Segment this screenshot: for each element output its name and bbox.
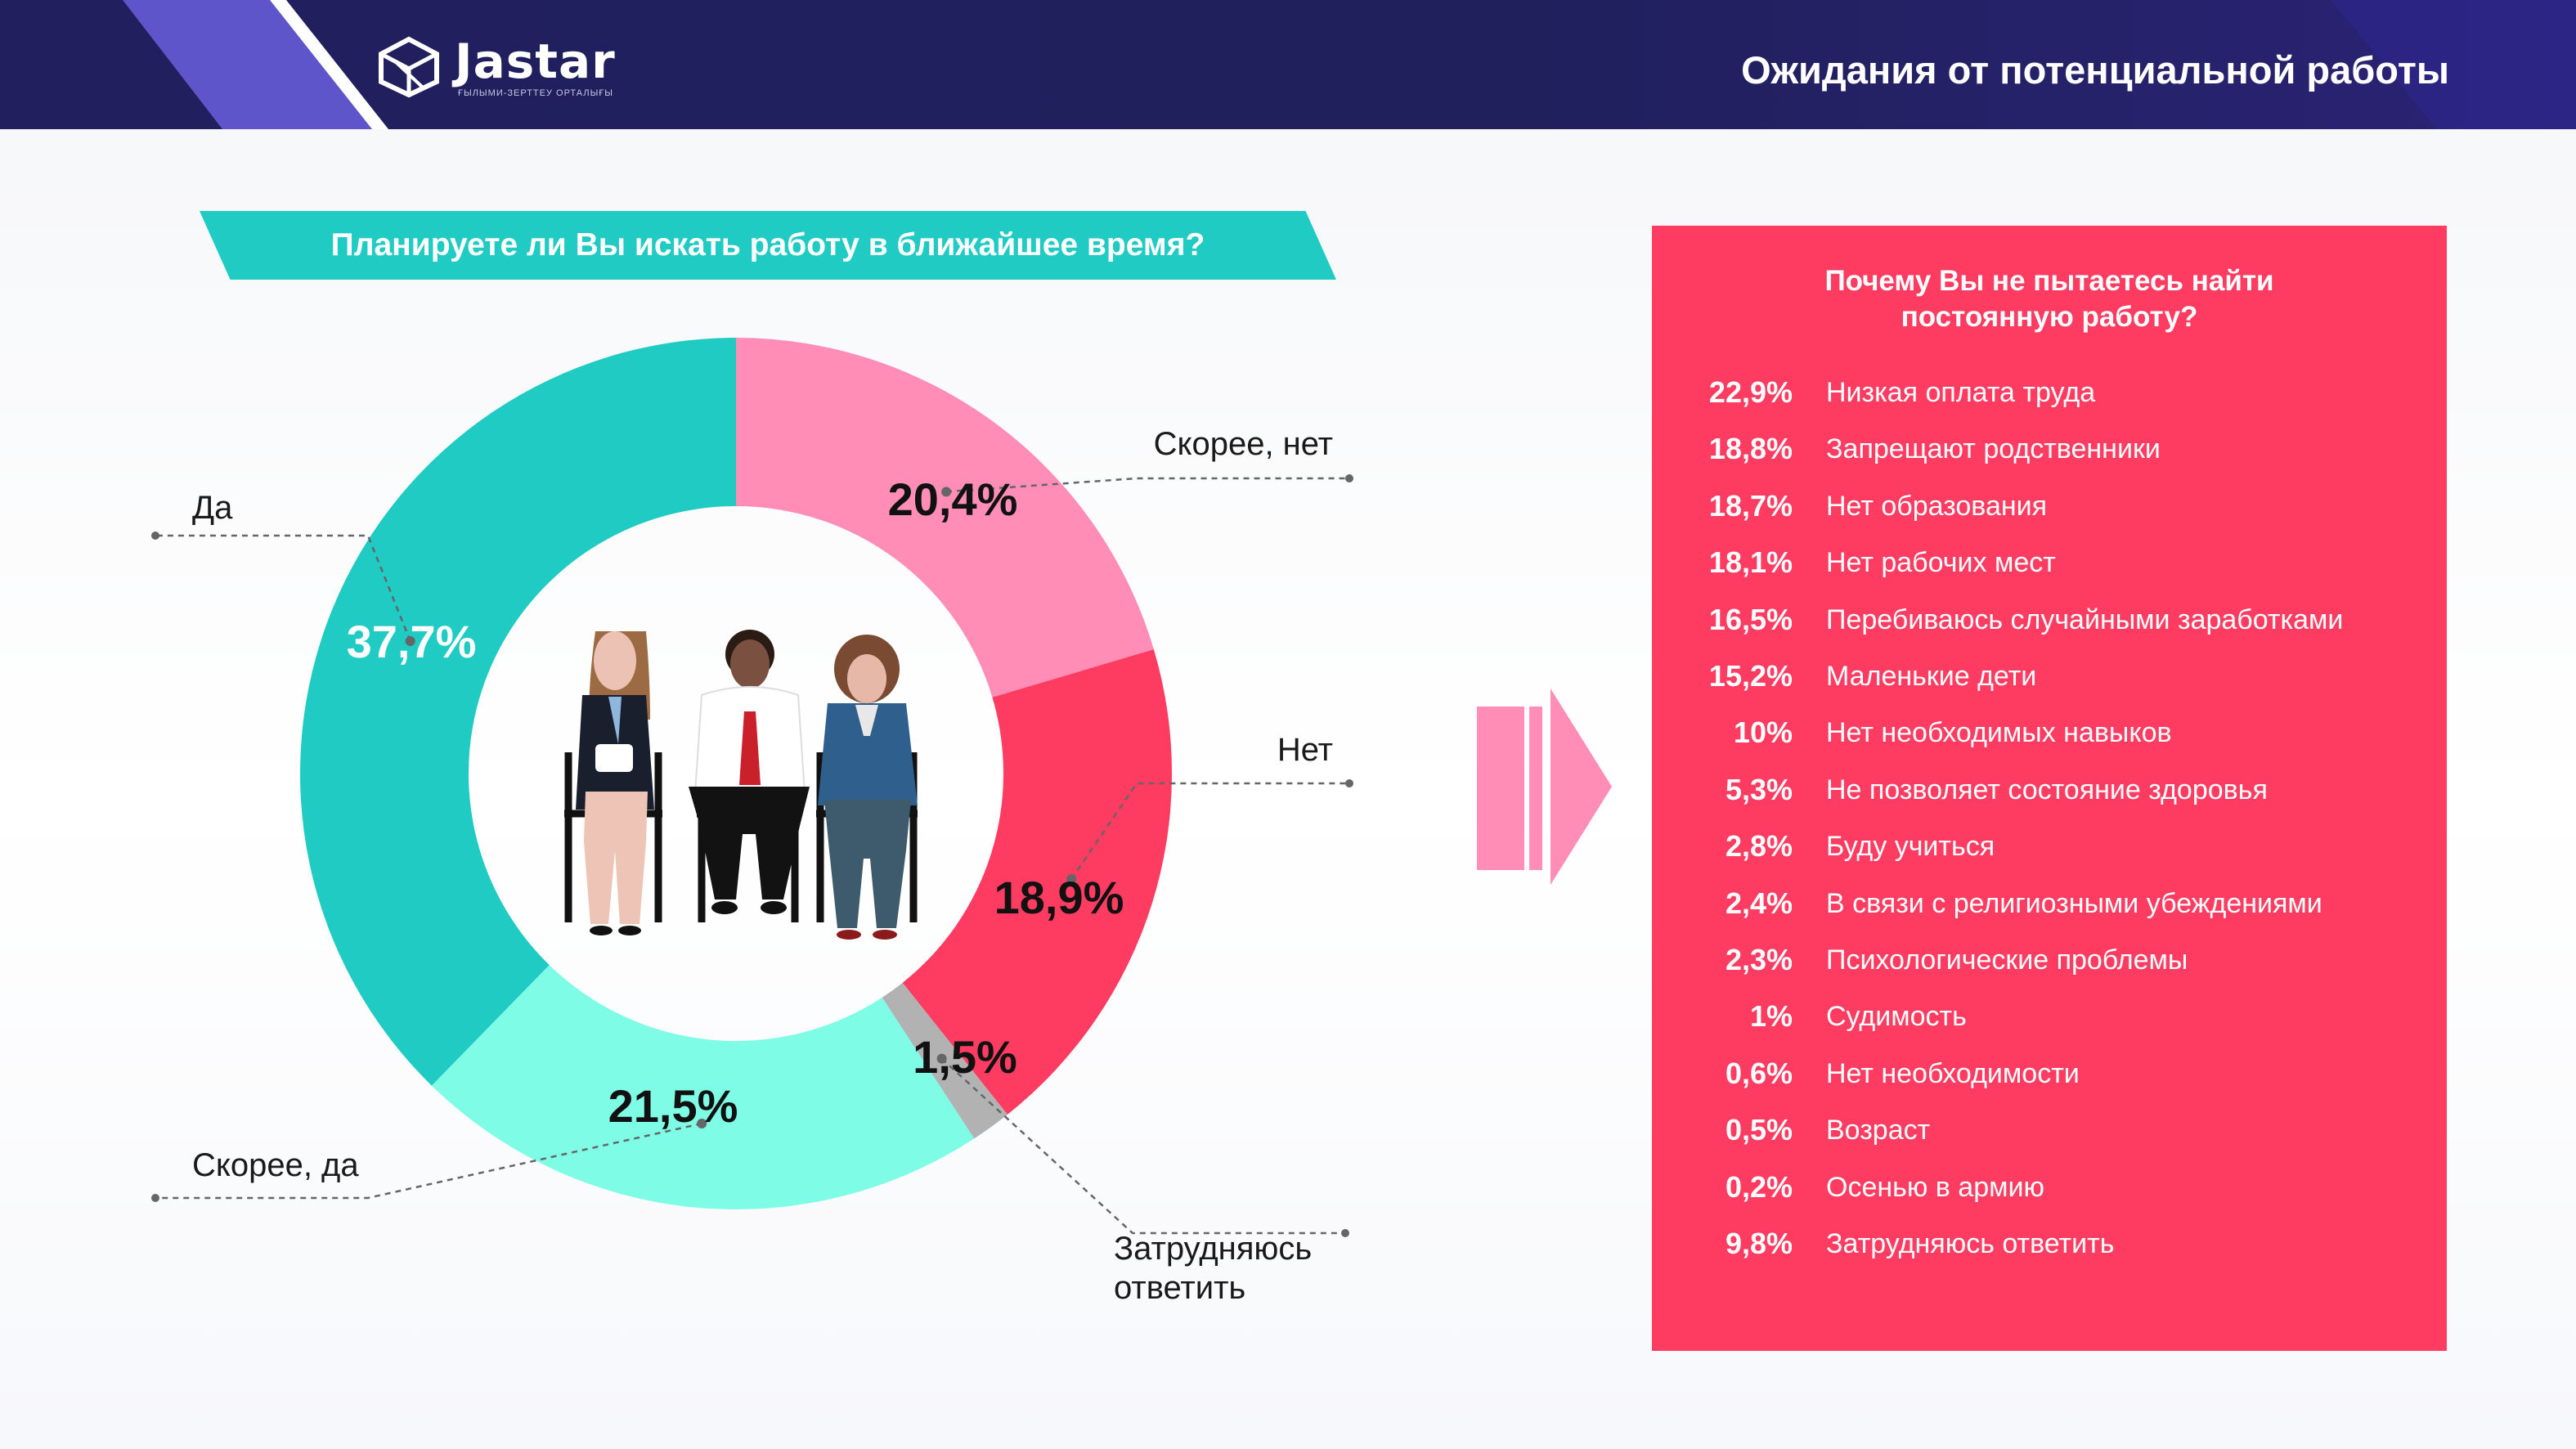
reason-label: Осенью в армию (1826, 1171, 2044, 1203)
seated-people-illustration (564, 630, 918, 940)
reason-value: 0,5% (1725, 1113, 1793, 1147)
question-banner (200, 211, 1336, 280)
header-bar: Jastar ҒЫЛЫМИ-ЗЕРТТЕУ ОРТАЛЫҒЫ Ожидания … (0, 0, 2576, 129)
donut-value-label: 1,5% (913, 1031, 1017, 1083)
reason-label: Буду учиться (1826, 831, 1995, 863)
reason-row: 18,7% Нет образования (1652, 478, 2447, 535)
reasons-title-line-2: постоянную работу? (1901, 301, 2198, 333)
reason-value: 18,8% (1708, 432, 1793, 466)
reason-value: 15,2% (1708, 659, 1793, 693)
reason-label: Нет необходимых навыков (1826, 717, 2172, 749)
leader-dot (697, 1118, 707, 1128)
donut-chart: 20,4% 18,9% 1,5% 21,5% 37,7% Скорее, нет Нет З… (151, 338, 1353, 1306)
leader-dot (936, 1053, 947, 1064)
page-title: Ожидания от потенциальной работы (1741, 48, 2449, 92)
reason-row: 0,2% Осенью в армию (1652, 1160, 2447, 1216)
header-stripe-decoration (123, 0, 2576, 129)
leader-dot (941, 487, 952, 497)
leader-dot (405, 635, 415, 646)
reason-value: 2,4% (1725, 886, 1793, 920)
reason-label: В связи с религиозными убеждениями (1826, 887, 2322, 919)
reason-row: 18,8% Запрещают родственники (1652, 421, 2447, 478)
reason-value: 10% (1733, 716, 1793, 750)
reason-label: Возраст (1826, 1115, 1931, 1146)
leader-dot (1341, 1229, 1349, 1237)
reason-row: 5,3% Не позволяет состояние здоровья (1652, 762, 2447, 819)
logo-cube-icon (379, 36, 439, 98)
leader-dot (1066, 874, 1077, 885)
reasons-title-line-1: Почему Вы не пытаетесь найти (1824, 265, 2274, 297)
reasons-panel: Почему Вы не пытаетесь найти постоянную … (1652, 226, 2447, 1351)
reason-row: 2,3% Психологические проблемы (1652, 932, 2447, 989)
leader-dot (1345, 474, 1353, 482)
leader-dot (151, 532, 159, 540)
reason-row: 1% Судимость (1652, 989, 2447, 1045)
leader-dot (1345, 779, 1353, 787)
reason-value: 2,8% (1725, 829, 1793, 864)
logo-text: Jastar (455, 34, 616, 89)
donut-value-label: 37,7% (347, 616, 477, 667)
reason-label: Низкая оплата труда (1826, 377, 2096, 408)
donut-value-label: 20,4% (888, 473, 1018, 525)
reason-label: Маленькие дети (1826, 661, 2037, 692)
reason-row: 16,5% Перебиваюсь случайными заработками (1652, 592, 2447, 648)
leader-dot (151, 1194, 159, 1202)
leader-line (155, 534, 411, 642)
donut-slice (300, 338, 736, 1086)
leader-line (1070, 782, 1349, 880)
reason-value: 18,1% (1708, 545, 1793, 580)
reason-label: Затрудняюсь ответить (1826, 1228, 2115, 1259)
donut-category-label: Да (192, 490, 233, 526)
donut-value-label: 18,9% (994, 872, 1124, 923)
reason-row: 2,4% В связи с религиозными убеждениями (1652, 876, 2447, 932)
reason-row: 0,5% Возраст (1652, 1102, 2447, 1159)
logo-subtitle: ҒЫЛЫМИ-ЗЕРТТЕУ ОРТАЛЫҒЫ (458, 88, 614, 98)
reason-label: Нет рабочих мест (1826, 547, 2056, 579)
reason-label: Нет необходимости (1826, 1057, 2080, 1089)
reason-value: 2,3% (1725, 943, 1793, 976)
reason-value: 1% (1749, 999, 1793, 1034)
reason-label: Перебиваюсь случайными заработками (1826, 603, 2344, 635)
reason-value: 0,2% (1725, 1169, 1793, 1204)
reason-label: Психологические проблемы (1826, 944, 2188, 976)
reason-row: 18,1% Нет рабочих мест (1652, 535, 2447, 591)
donut-value-label: 21,5% (608, 1080, 738, 1132)
reason-row: 0,6% Нет необходимости (1652, 1046, 2447, 1102)
reason-value: 22,9% (1708, 375, 1793, 409)
reason-row: 15,2% Маленькие дети (1652, 648, 2447, 705)
donut-slice (902, 649, 1172, 1115)
leader-line (155, 1122, 702, 1200)
leader-line (940, 1057, 1345, 1235)
reason-value: 18,7% (1708, 488, 1793, 523)
arrow-right-icon (1477, 689, 1612, 885)
reason-label: Судимость (1826, 1001, 1967, 1033)
reason-label: Не позволяет состояние здоровья (1826, 774, 2268, 805)
reason-value: 0,6% (1725, 1056, 1793, 1090)
leader-line (946, 477, 1349, 493)
reason-row: 22,9% Низкая оплата труда (1652, 365, 2447, 421)
reasons-title: Почему Вы не пытаетесь найти постоянную … (1652, 263, 2447, 335)
question-text: Планируете ли Вы искать работу в ближайш… (330, 227, 1205, 262)
donut-slice (736, 338, 1154, 698)
donut-category-label: Нет (1277, 732, 1333, 768)
reason-value: 5,3% (1725, 772, 1793, 806)
donut-category-label: Скорее, нет (1154, 426, 1333, 462)
reason-row: 2,8% Буду учиться (1652, 819, 2447, 875)
donut-category-label: Затрудняюсь ответить (1114, 1231, 1312, 1306)
reason-label: Нет образования (1826, 490, 2048, 522)
reason-value: 9,8% (1725, 1227, 1793, 1260)
donut-category-label: Скорее, да (192, 1147, 359, 1183)
reason-row: 10% Нет необходимых навыков (1652, 705, 2447, 761)
reason-value: 16,5% (1708, 602, 1793, 636)
donut-slice (431, 965, 975, 1209)
reason-row: 9,8% Затрудняюсь ответить (1652, 1216, 2447, 1272)
reason-label: Запрещают родственники (1826, 433, 2161, 465)
